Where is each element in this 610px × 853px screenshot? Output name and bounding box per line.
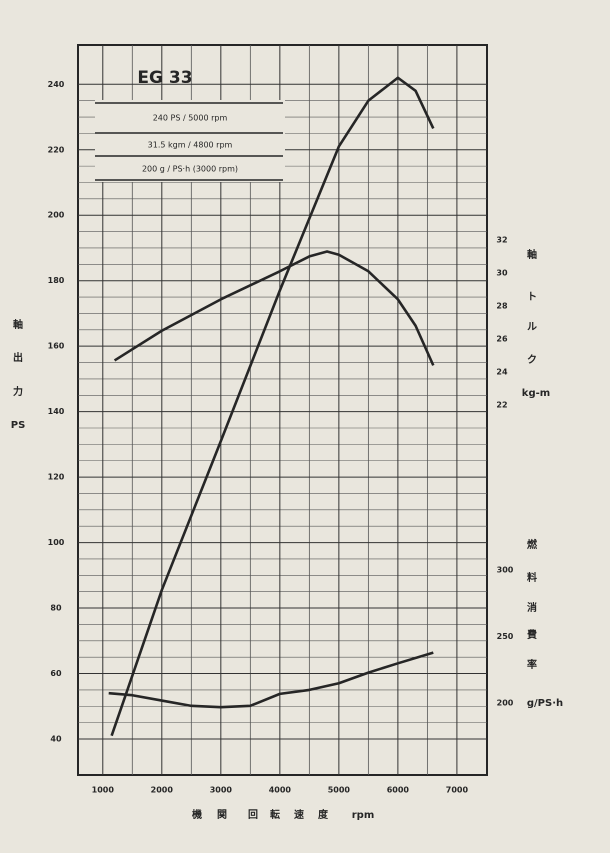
y3-tick-label: 250	[497, 632, 514, 641]
y-tick-label: 240	[48, 80, 65, 89]
curve	[108, 651, 434, 709]
y2-tick-label: 22	[496, 401, 507, 410]
y-axis-label: 出	[13, 351, 23, 364]
x-axis-label: 機	[192, 808, 202, 821]
y2-axis-label: ル	[527, 322, 537, 333]
spec: 240 PS / 5000 rpm	[153, 114, 228, 123]
x-tick-label: 5000	[328, 786, 351, 795]
y-tick-label: 200	[48, 211, 65, 220]
x-tick-label: 7000	[446, 786, 469, 795]
x-axis-label: rpm	[352, 810, 375, 821]
x-axis-label: 回	[248, 809, 258, 821]
y-tick-label: 40	[50, 734, 62, 743]
y2-tick-label: 24	[496, 368, 508, 377]
x-tick-label: 4000	[269, 786, 292, 795]
y2-tick-label: 32	[496, 235, 507, 244]
x-axis-label: 速	[294, 808, 304, 821]
curve	[110, 76, 435, 737]
y3-axis-label: g/PS·h	[527, 698, 563, 709]
y-axis-label: 力	[13, 385, 23, 398]
y-tick-label: 220	[48, 145, 65, 154]
y-tick-label: 100	[48, 538, 65, 547]
y3-axis-label: 費	[527, 628, 537, 641]
y-tick-label: 60	[50, 669, 62, 678]
y2-tick-label: 26	[496, 334, 508, 343]
spec: 200 g / PS·h (3000 rpm)	[142, 165, 238, 174]
spec-box	[95, 100, 285, 182]
x-axis-label: 関	[217, 809, 227, 821]
y-tick-label: 160	[48, 342, 65, 351]
y2-axis-label: ト	[527, 291, 537, 303]
y3-axis-label: 消	[527, 601, 537, 614]
plot-frame	[77, 44, 488, 776]
y3-axis-label: 料	[527, 571, 537, 584]
x-axis-label: 転	[270, 808, 280, 821]
y2-axis-label: 軸	[527, 248, 537, 261]
x-tick-label: 2000	[151, 786, 174, 795]
spec-rules	[95, 102, 283, 181]
y-tick-label: 140	[48, 407, 65, 416]
x-axis-label: 度	[318, 808, 329, 821]
y3-tick-label: 200	[497, 699, 514, 708]
chart-title: EG 33	[137, 68, 192, 88]
x-tick-label: 1000	[92, 786, 115, 795]
y2-axis-label: kg-m	[522, 388, 550, 399]
y-tick-label: 120	[48, 473, 65, 482]
y3-axis-label: 燃	[527, 538, 538, 551]
y-tick-label: 180	[48, 276, 65, 285]
y-axis-label: 軸	[13, 318, 23, 331]
y2-tick-label: 30	[496, 268, 508, 277]
y3-axis-label: 率	[527, 658, 537, 671]
curve	[113, 250, 435, 366]
y2-axis-label: ク	[527, 354, 537, 366]
x-tick-label: 3000	[210, 786, 233, 795]
y3-tick-label: 300	[497, 566, 514, 575]
y-axis-label: PS	[11, 420, 26, 431]
y2-tick-label: 28	[496, 301, 508, 310]
y-tick-label: 80	[50, 604, 62, 613]
spec: 31.5 kgm / 4800 rpm	[148, 141, 233, 150]
x-tick-label: 6000	[387, 786, 410, 795]
